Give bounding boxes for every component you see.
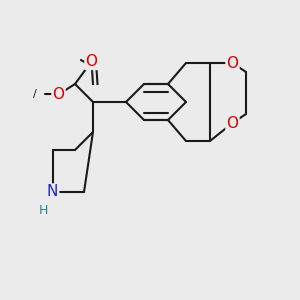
Text: O: O	[85, 54, 98, 69]
Text: /: /	[33, 89, 36, 100]
Text: N: N	[47, 184, 58, 200]
Text: O: O	[226, 116, 238, 130]
Text: H: H	[39, 203, 48, 217]
Text: O: O	[52, 87, 64, 102]
Text: O: O	[226, 56, 238, 70]
